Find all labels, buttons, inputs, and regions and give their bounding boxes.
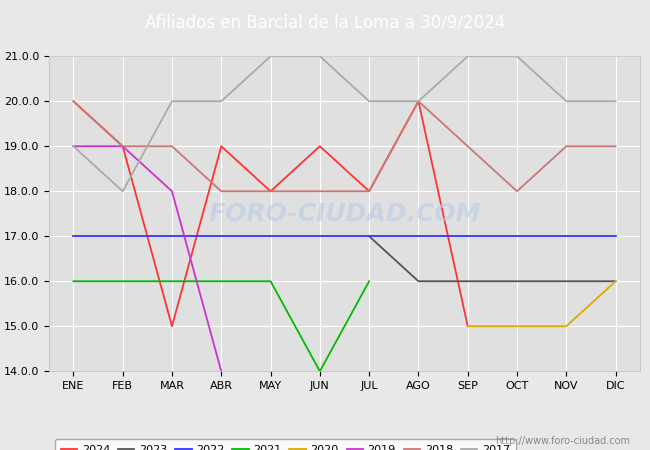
Text: http://www.foro-ciudad.com: http://www.foro-ciudad.com (495, 436, 630, 446)
Legend: 2024, 2023, 2022, 2021, 2020, 2019, 2018, 2017: 2024, 2023, 2022, 2021, 2020, 2019, 2018… (55, 439, 515, 450)
Text: FORO-CIUDAD.COM: FORO-CIUDAD.COM (208, 202, 481, 226)
Text: Afiliados en Barcial de la Loma a 30/9/2024: Afiliados en Barcial de la Loma a 30/9/2… (145, 14, 505, 32)
